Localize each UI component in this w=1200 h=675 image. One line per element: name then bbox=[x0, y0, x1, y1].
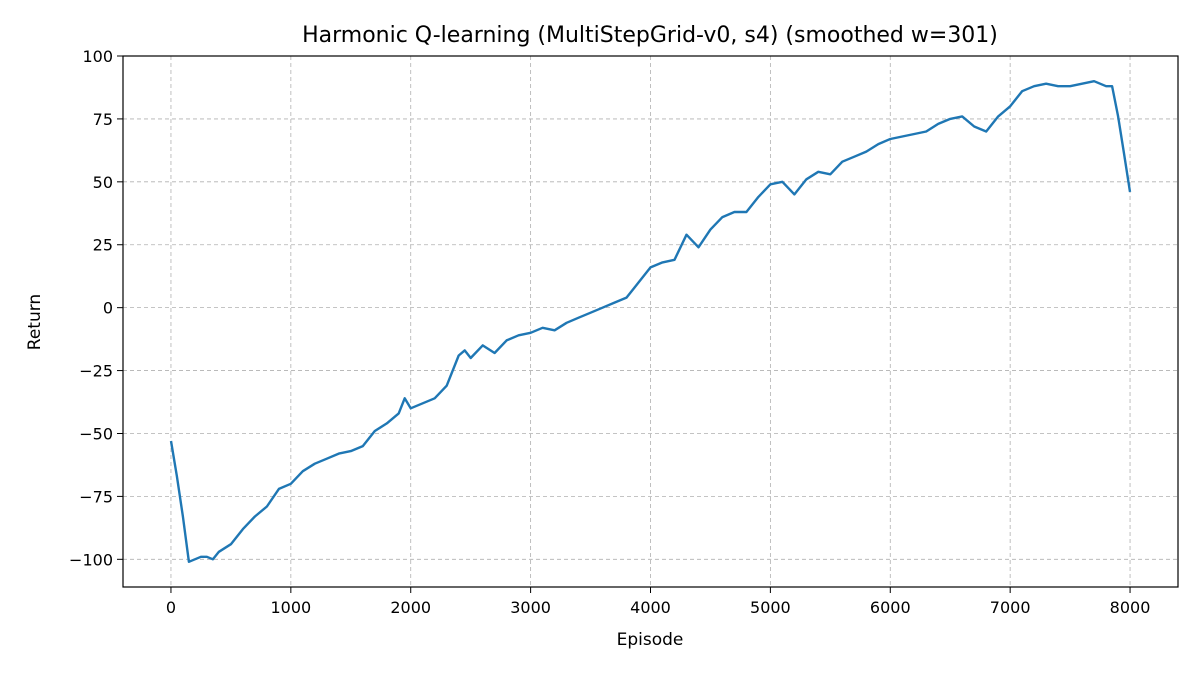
y-tick-label: 50 bbox=[93, 173, 113, 192]
y-tick-label: 0 bbox=[103, 299, 113, 318]
x-tick-label: 7000 bbox=[990, 598, 1031, 617]
x-tick-label: 5000 bbox=[750, 598, 791, 617]
y-tick-label: 25 bbox=[93, 236, 113, 255]
x-axis: 0 1000 2000 3000 4000 5000 6000 7000 8000 bbox=[166, 587, 1151, 617]
x-tick-label: 4000 bbox=[630, 598, 671, 617]
plot-frame bbox=[122, 55, 1179, 588]
grid-lines bbox=[123, 55, 1178, 587]
y-tick-label: −75 bbox=[79, 487, 113, 506]
y-tick-label: 75 bbox=[93, 110, 113, 129]
x-tick-label: 2000 bbox=[390, 598, 431, 617]
y-tick-label: 100 bbox=[82, 47, 113, 66]
y-axis: −100 −75 −50 −25 0 25 50 75 100 bbox=[69, 47, 123, 569]
x-tick-label: 1000 bbox=[270, 598, 311, 617]
x-tick-label: 6000 bbox=[870, 598, 911, 617]
chart-title: Harmonic Q-learning (MultiStepGrid-v0, s… bbox=[302, 23, 998, 48]
y-tick-label: −25 bbox=[79, 362, 113, 381]
x-tick-label: 0 bbox=[166, 598, 176, 617]
x-axis-label: Episode bbox=[617, 630, 684, 650]
series-line bbox=[169, 80, 1132, 563]
x-tick-label: 8000 bbox=[1110, 598, 1151, 617]
y-axis-label: Return bbox=[25, 294, 45, 350]
y-tick-label: −50 bbox=[79, 424, 113, 443]
y-tick-label: −100 bbox=[69, 550, 113, 569]
x-tick-label: 3000 bbox=[510, 598, 551, 617]
